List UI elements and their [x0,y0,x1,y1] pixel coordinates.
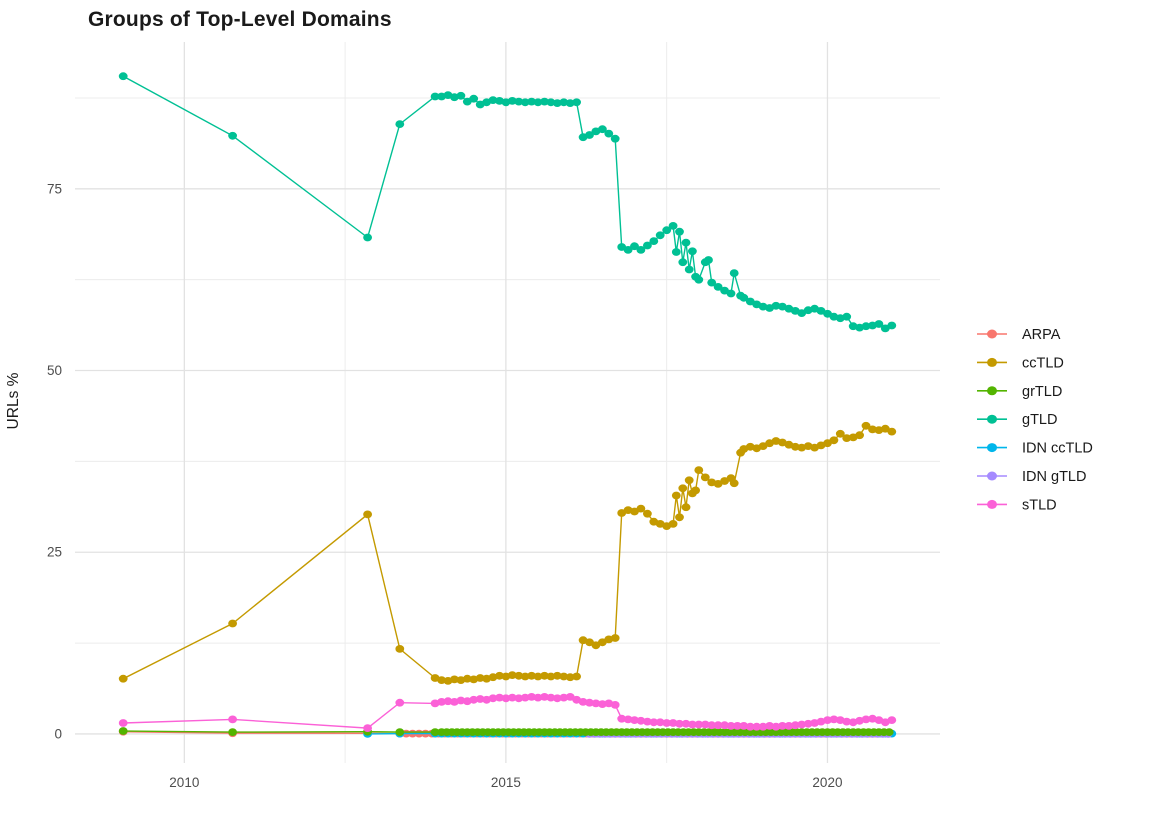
legend-key-dot [987,499,997,509]
y-tick-label: 50 [47,363,62,378]
legend-key-dot [987,329,997,339]
x-tick-label: 2015 [491,775,521,790]
legend-label: IDN ccTLD [1022,441,1093,457]
series-ccTLD [118,421,897,685]
series-grTLD [118,727,894,736]
legend-item-ccTLD: ccTLD [977,355,1064,371]
y-tick-label: 75 [47,181,62,196]
legend-key-dot [987,357,997,367]
legend-item-sTLD: sTLD [977,497,1057,513]
legend-key-dot [987,471,997,481]
chart-title: Groups of Top-Level Domains [88,8,392,31]
legend-label: IDN gTLD [1022,469,1086,485]
legend-item-IDN-ccTLD: IDN ccTLD [977,441,1093,457]
legend-label: ccTLD [1022,355,1064,371]
legend-key-dot [987,414,997,424]
x-tick-label: 2010 [169,775,199,790]
legend-key-dot [987,386,997,396]
legend-item-gTLD: gTLD [977,412,1057,428]
legend-label: sTLD [1022,497,1057,513]
legend-item-grTLD: grTLD [977,384,1062,400]
series-sTLD [118,693,897,732]
y-tick-label: 0 [54,726,62,741]
legend: ARPA ccTLD grTLD gTLD IDN ccTLD IDN gTLD sTLD [977,327,1093,513]
legend-label: gTLD [1022,412,1057,428]
legend-label: ARPA [1022,327,1061,343]
series-gTLD [118,72,897,333]
legend-item-IDN-gTLD: IDN gTLD [977,469,1086,485]
x-tick-label: 2020 [812,775,842,790]
gridlines [75,42,940,763]
axis-tick-labels: 0 25 50 75 2010 2015 2020 [47,181,843,790]
legend-key-dot [987,443,997,453]
y-tick-label: 25 [47,545,62,560]
legend-item-ARPA: ARPA [977,327,1061,343]
legend-label: grTLD [1022,384,1062,400]
